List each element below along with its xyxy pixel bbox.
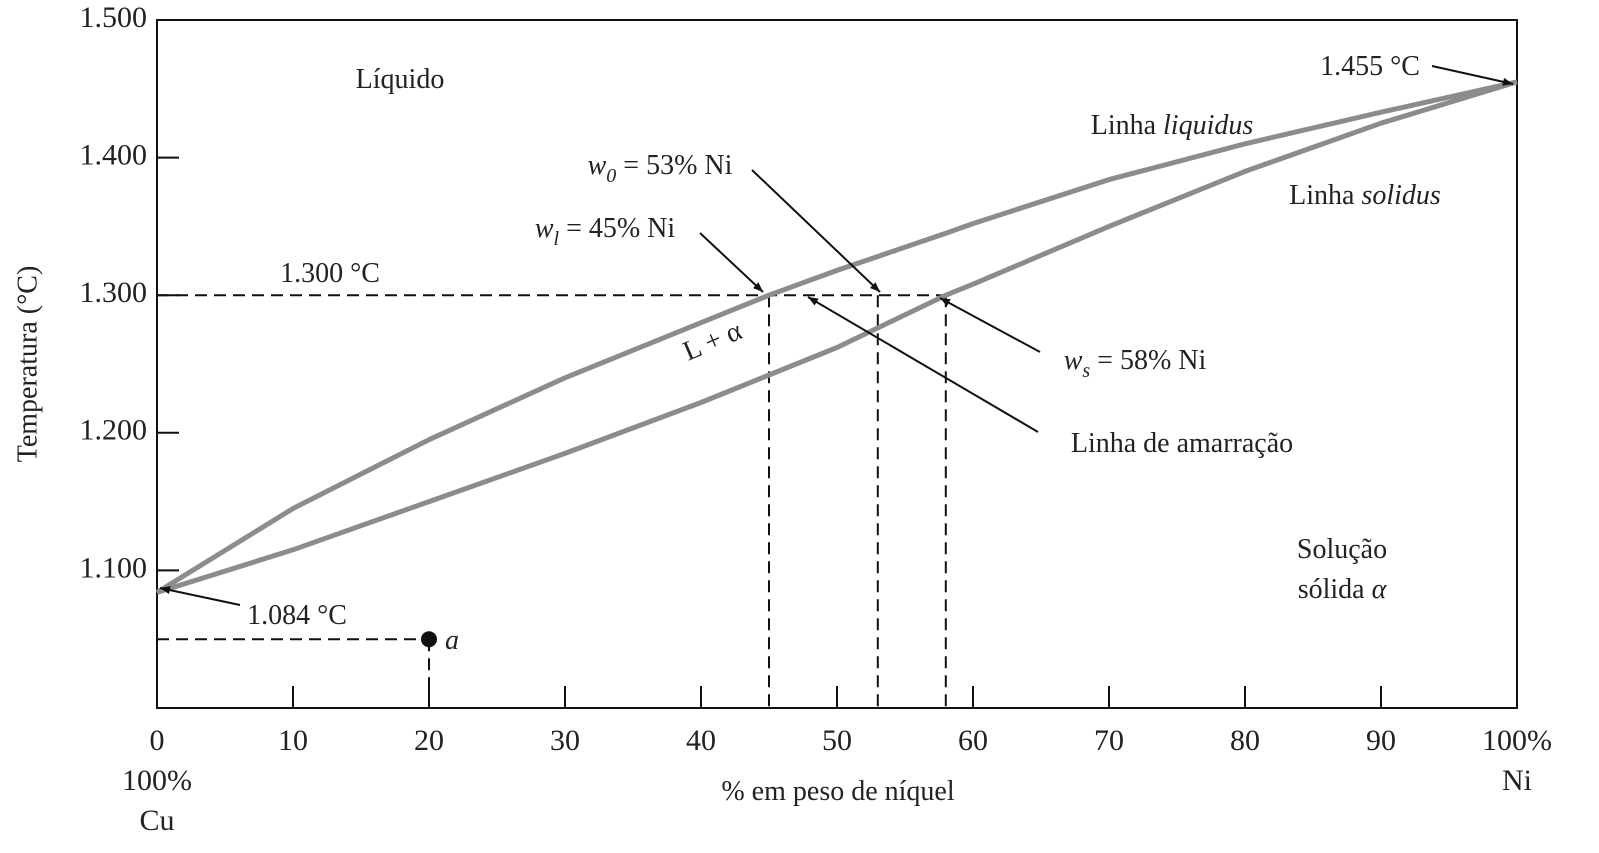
annotation-part: solidus [1361, 180, 1440, 211]
y-tick-label: 1.200 [80, 414, 148, 447]
x-tick-label: 100% [1482, 724, 1552, 757]
annotation: Líquido [356, 64, 445, 95]
x-tick-label: 60 [958, 724, 988, 757]
annotation: Linha liquidus [1091, 110, 1254, 141]
annotation: wl = 45% Ni [535, 213, 676, 250]
annotation: Linha solidus [1289, 180, 1441, 211]
annotation-part: = 53% Ni [616, 150, 732, 181]
annotation: 1.455 °C [1320, 51, 1420, 82]
point-label: a [445, 625, 459, 656]
x-tick-label: 20 [414, 724, 444, 757]
annotation-part: 0 [606, 165, 616, 187]
x-tick-label: 50 [822, 724, 852, 757]
x-tick-label: 0 [150, 724, 165, 757]
annotation: ws = 58% Ni [1064, 345, 1207, 382]
annotation: Linha de amarração [1071, 428, 1293, 459]
annotation-arrow [699, 232, 764, 293]
x-tick-label: 40 [686, 724, 716, 757]
y-tick-label: 1.400 [80, 138, 148, 171]
annotation-part: w [1064, 345, 1083, 376]
annotation-part: Linha [1289, 180, 1361, 211]
y-tick-label: 1.500 [80, 1, 148, 34]
y-tick-label: 1.300 [80, 276, 148, 309]
y-tick-label: 1.100 [80, 551, 148, 584]
x-end-label: Ni [1502, 764, 1532, 797]
annotation: w0 = 53% Ni [588, 150, 733, 187]
annotation-part: w [588, 150, 607, 181]
annotation-part: = 58% Ni [1090, 345, 1206, 376]
annotation-part: sólida [1298, 574, 1372, 605]
annotation-part: Solução [1297, 534, 1387, 565]
annotation: L + α [679, 315, 747, 367]
annotation-arrow [1431, 65, 1514, 86]
y-axis-label: Temperatura (°C) [12, 266, 43, 463]
phase-line [156, 79, 1518, 595]
x-tick-label: 90 [1366, 724, 1396, 757]
annotation: Solução sólida α [1297, 534, 1388, 605]
annotation-part: w [535, 213, 554, 244]
annotation-arrow [159, 586, 241, 606]
x-tick-label: 30 [550, 724, 580, 757]
annotation-part: Linha [1091, 110, 1163, 141]
annotation-part: = 45% Ni [559, 213, 675, 244]
point [421, 631, 437, 648]
annotation-arrow [807, 296, 1039, 433]
x-end-label: Cu [139, 804, 174, 837]
x-tick-label: 70 [1094, 724, 1124, 757]
x-tick-label: 80 [1230, 724, 1260, 757]
x-end-label: 100% [122, 764, 192, 797]
annotation: 1.084 °C [247, 600, 347, 631]
x-axis-label: % em peso de níquel [721, 776, 954, 807]
annotation-part: α [1372, 574, 1388, 605]
annotation-part: liquidus [1163, 110, 1253, 141]
x-tick-label: 10 [278, 724, 308, 757]
annotation-arrow [939, 297, 1041, 353]
annotation-part: s [1082, 360, 1090, 382]
annotation-part: l [554, 228, 560, 250]
annotation-arrow [751, 169, 881, 293]
phase-line [155, 79, 1518, 595]
annotation: 1.300 °C [280, 258, 380, 289]
